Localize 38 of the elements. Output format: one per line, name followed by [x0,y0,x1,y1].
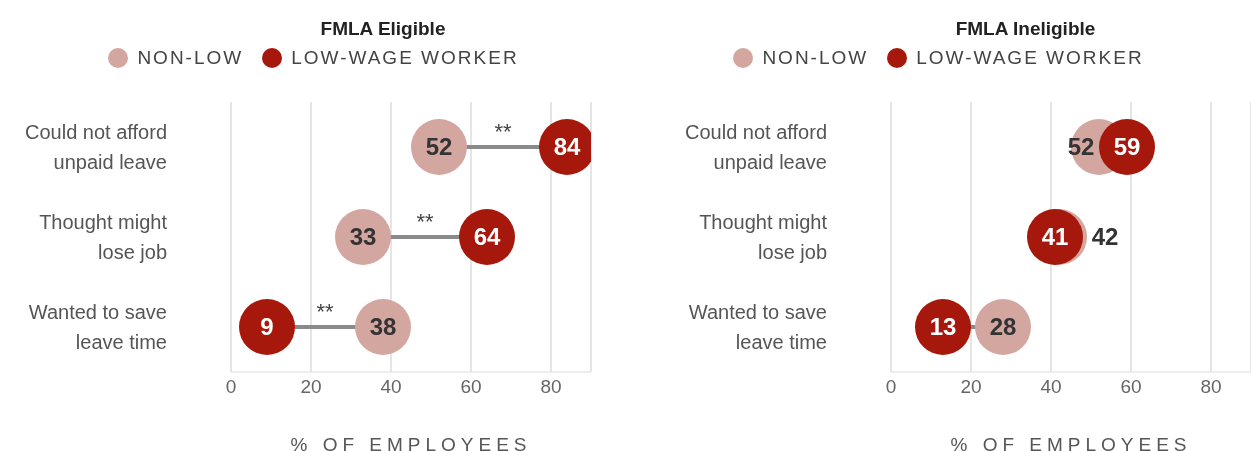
y-tick-label: Could not afford unpaid leave [685,121,827,173]
x-tick-label: 20 [300,376,322,398]
data-label: 42 [1091,223,1119,250]
y-tick-label: Could not afford unpaid leave [25,121,167,173]
x-axis-title: % OF EMPLOYEES [290,434,532,451]
annotation: ** [416,209,434,234]
x-tick-label: 0 [225,376,237,398]
legend-label: NON-LOW [137,47,244,69]
data-label: 28 [989,313,1017,340]
data-label: 13 [929,313,957,340]
data-label: 33 [349,223,377,250]
x-tick-label: 0 [885,376,897,398]
data-label: 59 [1113,133,1141,160]
x-tick-label: 60 [460,376,482,398]
legend-label: LOW-WAGE WORKER [916,47,1144,69]
data-label: 52 [425,133,453,160]
x-tick-label: 40 [1040,376,1062,398]
annotation: ** [316,299,334,324]
x-tick-label: 40 [380,376,402,398]
data-label: 38 [369,313,397,340]
y-tick-label: Thought might lose job [699,211,828,263]
data-label: 64 [473,223,501,250]
chart-title: FMLA Eligible [319,17,447,40]
legend-label: NON-LOW [762,47,869,69]
y-tick-label: Thought might lose job [39,211,168,263]
data-label: 9 [260,313,274,340]
legend-label: LOW-WAGE WORKER [291,47,519,69]
y-tick-label: Wanted to save leave time [28,301,167,353]
data-label: 84 [553,133,581,160]
annotation: ** [494,119,512,144]
chart-title: FMLA Ineligible [954,17,1097,40]
x-tick-label: 20 [960,376,982,398]
y-tick-label: Wanted to save leave time [688,301,827,353]
point [239,299,295,355]
x-axis-title: % OF EMPLOYEES [950,434,1192,451]
x-tick-label: 80 [540,376,562,398]
x-tick-label: 80 [1200,376,1222,398]
x-tick-label: 60 [1120,376,1142,398]
